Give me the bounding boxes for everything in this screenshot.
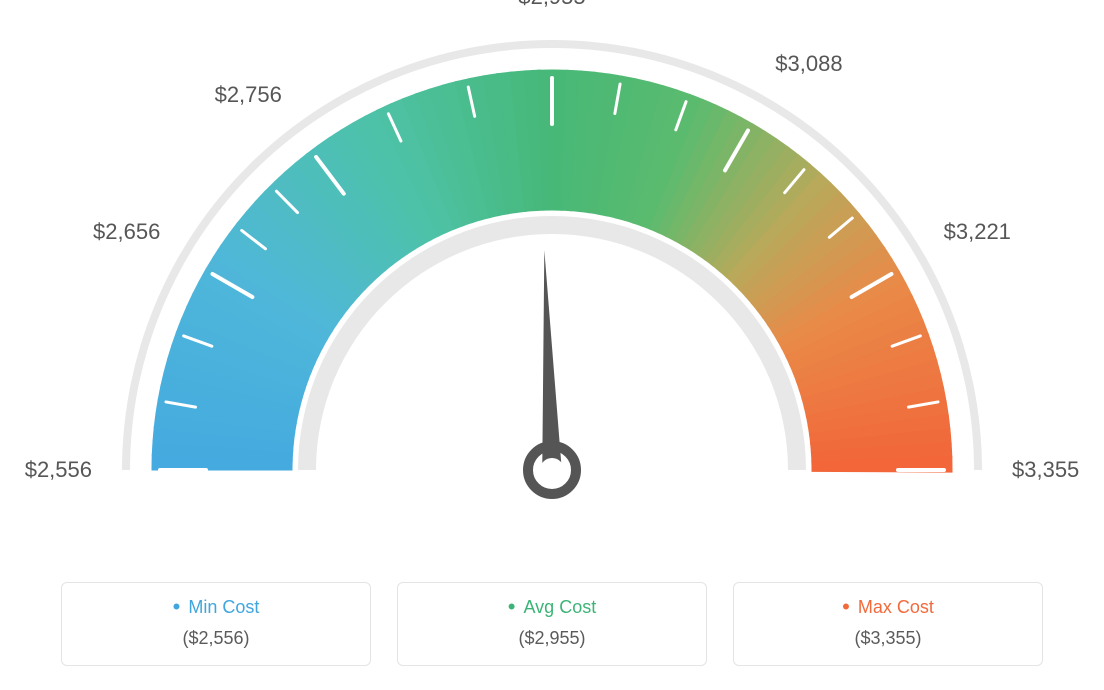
- tick-label: $2,556: [25, 457, 92, 483]
- tick-label: $3,221: [944, 219, 1011, 245]
- legend-row: Min Cost ($2,556) Avg Cost ($2,955) Max …: [0, 582, 1104, 666]
- tick-label: $3,088: [775, 51, 842, 77]
- legend-min-value: ($2,556): [62, 628, 370, 649]
- legend-avg-title: Avg Cost: [398, 597, 706, 618]
- legend-card-min: Min Cost ($2,556): [61, 582, 371, 666]
- gauge-needle: [542, 250, 562, 472]
- legend-max-title: Max Cost: [734, 597, 1042, 618]
- legend-card-max: Max Cost ($3,355): [733, 582, 1043, 666]
- gauge-area: $2,556 $2,656 $2,756 $2,955 $3,088 $3,221 $3,3…: [0, 0, 1104, 560]
- tick-label: $3,355: [1012, 457, 1079, 483]
- legend-card-avg: Avg Cost ($2,955): [397, 582, 707, 666]
- legend-min-title: Min Cost: [62, 597, 370, 618]
- legend-max-value: ($3,355): [734, 628, 1042, 649]
- tick-label: $2,756: [215, 82, 282, 108]
- tick-label: $2,656: [93, 219, 160, 245]
- tick-label: $2,955: [518, 0, 585, 10]
- legend-avg-value: ($2,955): [398, 628, 706, 649]
- gauge-chart-container: $2,556 $2,656 $2,756 $2,955 $3,088 $3,221 $3,3…: [0, 0, 1104, 690]
